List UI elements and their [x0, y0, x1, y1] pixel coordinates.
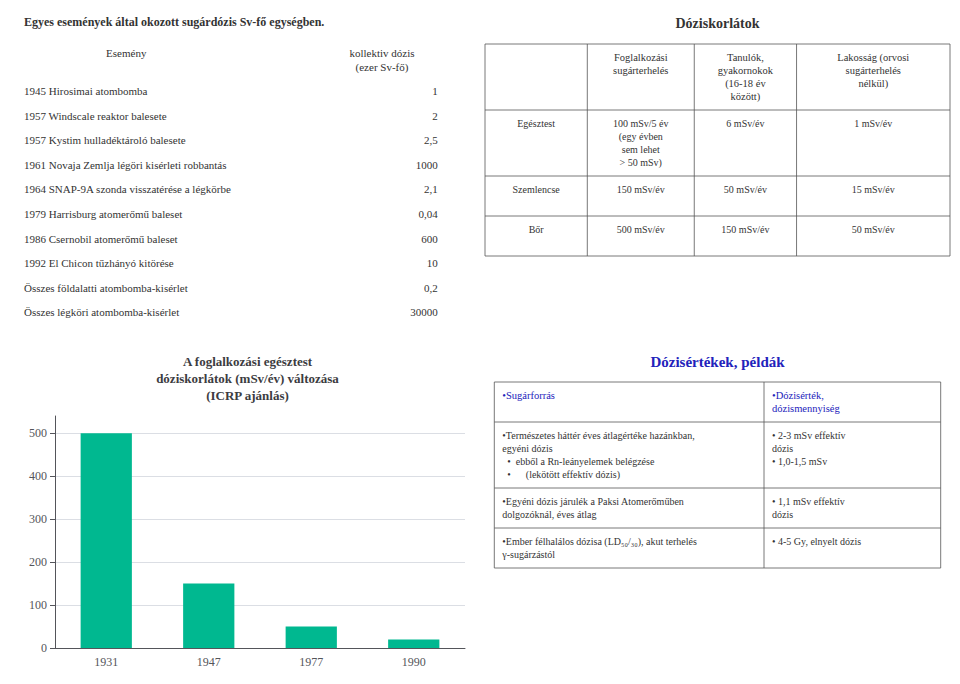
- svg-text:100: 100: [29, 598, 47, 612]
- svg-text:0,2: 0,2: [424, 282, 438, 294]
- svg-text:• (lekötött effektív dózi: • (lekötött effektív dózis): [502, 469, 620, 481]
- svg-text:1986 Csernobil atomerőmű bales: 1986 Csernobil atomerőmű baleset: [24, 233, 178, 245]
- svg-text:Dóziskorlátok: Dóziskorlátok: [676, 16, 760, 31]
- svg-text:kollektiv dózis: kollektiv dózis: [349, 47, 414, 59]
- svg-text:500 mSv/év: 500 mSv/év: [617, 224, 665, 235]
- svg-text:sugárterhelés: sugárterhelés: [846, 65, 901, 76]
- svg-text:γ-sugárzástól: γ-sugárzástól: [501, 549, 555, 560]
- svg-text:A foglalkozási egésztest: A foglalkozási egésztest: [183, 354, 313, 369]
- svg-text:sem lehet: sem lehet: [622, 144, 660, 155]
- svg-text:10: 10: [427, 257, 439, 269]
- svg-text:1979 Harrisburg atomerőmű bale: 1979 Harrisburg atomerőmű baleset: [24, 208, 182, 220]
- svg-text:Egésztest: Egésztest: [517, 118, 555, 129]
- svg-text:150 mSv/év: 150 mSv/év: [617, 184, 665, 195]
- svg-text:Lakosság (orvosi: Lakosság (orvosi: [837, 52, 909, 64]
- svg-text:Bőr: Bőr: [529, 224, 545, 235]
- svg-text:1957 Windscale reaktor baleset: 1957 Windscale reaktor balesete: [24, 110, 167, 122]
- svg-text:dolgozóknál, éves átlag: dolgozóknál, éves átlag: [502, 509, 596, 520]
- svg-text:• 1,0-1,5 mSv: • 1,0-1,5 mSv: [772, 456, 827, 467]
- svg-text:dózismennyiség: dózismennyiség: [772, 403, 840, 414]
- svg-text:1000: 1000: [416, 159, 439, 171]
- svg-text:dózis: dózis: [772, 443, 793, 454]
- svg-text:Foglalkozási: Foglalkozási: [614, 52, 668, 63]
- svg-text:(16-18 év: (16-18 év: [725, 78, 766, 90]
- svg-text:> 50 mSv): > 50 mSv): [620, 157, 662, 169]
- svg-text:1977: 1977: [299, 655, 323, 669]
- svg-text:nélkül): nélkül): [858, 78, 888, 90]
- svg-text:(ezer Sv-fő): (ezer Sv-fő): [356, 61, 409, 74]
- svg-text:1: 1: [432, 85, 438, 97]
- svg-text:1992 El Chicon tűzhányó kitöré: 1992 El Chicon tűzhányó kitörése: [24, 257, 174, 269]
- svg-text:1945 Hirosimai atombomba: 1945 Hirosimai atombomba: [24, 85, 148, 97]
- svg-text:Egyes események által okozott: Egyes események által okozott sugárdózis…: [24, 15, 324, 29]
- svg-text:Összes légköri atombomba-kisér: Összes légköri atombomba-kisérlet: [24, 306, 179, 318]
- svg-text:1990: 1990: [402, 655, 426, 669]
- svg-text:gyakornokok: gyakornokok: [718, 65, 774, 76]
- svg-text:•Dózisérték,: •Dózisérték,: [772, 390, 824, 401]
- svg-text:(egy évben: (egy évben: [619, 131, 663, 143]
- svg-text:sugárterhelés: sugárterhelés: [613, 65, 668, 76]
- svg-text:Összes földalatti atombomba-ki: Összes földalatti atombomba-kisérlet: [24, 282, 188, 294]
- svg-text:•Egyéni dózis járulék a Paksi: •Egyéni dózis járulék a Paksi Atomerőműb…: [502, 496, 684, 507]
- svg-text:0: 0: [41, 641, 47, 655]
- svg-text:2,1: 2,1: [424, 183, 438, 195]
- svg-text:2: 2: [432, 110, 438, 122]
- svg-text:0,04: 0,04: [419, 208, 439, 220]
- svg-text:• 4-5 Gy, elnyelt dózis: • 4-5 Gy, elnyelt dózis: [772, 536, 861, 547]
- svg-text:•Sugárforrás: •Sugárforrás: [502, 390, 555, 401]
- svg-text:Tanulók,: Tanulók,: [727, 52, 764, 63]
- svg-text:400: 400: [29, 469, 47, 483]
- svg-text:1957 Kystim hulladéktároló bal: 1957 Kystim hulladéktároló balesete: [24, 134, 186, 146]
- svg-text:Szemlencse: Szemlencse: [513, 184, 561, 195]
- svg-text:1 mSv/év: 1 mSv/év: [854, 118, 892, 129]
- svg-text:között): között): [731, 91, 761, 103]
- svg-text:50 mSv/év: 50 mSv/év: [852, 224, 895, 235]
- svg-text:1964 SNAP-9A szonda visszatéré: 1964 SNAP-9A szonda visszatérése a légkö…: [24, 183, 231, 195]
- svg-text:•Természetes háttér éves átlag: •Természetes háttér éves átlagértéke haz…: [502, 430, 694, 441]
- svg-text:• 1,1 mSv effektív: • 1,1 mSv effektív: [772, 496, 845, 507]
- svg-text:200: 200: [29, 555, 47, 569]
- svg-text:300: 300: [29, 512, 47, 526]
- svg-text:1947: 1947: [197, 655, 221, 669]
- svg-text:1931: 1931: [94, 655, 118, 669]
- svg-text:• ebből a Rn-leányelemek belé: • ebből a Rn-leányelemek belégzése: [502, 456, 655, 467]
- svg-text:1961 Novaja Zemlja légöri kisé: 1961 Novaja Zemlja légöri kisérleti robb…: [24, 159, 227, 171]
- svg-text:50 mSv/év: 50 mSv/év: [724, 184, 767, 195]
- svg-text:dóziskorlátok (mSv/év) változá: dóziskorlátok (mSv/év) változása: [156, 371, 339, 386]
- svg-text:500: 500: [29, 426, 47, 440]
- svg-text:Dózisértékek, példák: Dózisértékek, példák: [650, 354, 785, 370]
- svg-text:30000: 30000: [410, 306, 438, 318]
- svg-text:2,5: 2,5: [424, 134, 438, 146]
- svg-text:•Ember félhalálos dózisa (LD₅₀: •Ember félhalálos dózisa (LD₅₀/₃₀), akut…: [502, 536, 697, 548]
- svg-text:dózis: dózis: [772, 509, 793, 520]
- svg-text:100 mSv/5 év: 100 mSv/5 év: [613, 118, 669, 129]
- svg-text:150 mSv/év: 150 mSv/év: [721, 224, 769, 235]
- svg-text:• 2-3 mSv effektív: • 2-3 mSv effektív: [772, 430, 846, 441]
- svg-text:600: 600: [421, 233, 438, 245]
- svg-text:6 mSv/év: 6 mSv/év: [726, 118, 764, 129]
- svg-text:Esemény: Esemény: [106, 47, 147, 59]
- svg-text:egyéni dózis: egyéni dózis: [502, 443, 552, 454]
- svg-text:(ICRP ajánlás): (ICRP ajánlás): [206, 388, 289, 403]
- svg-text:15 mSv/év: 15 mSv/év: [852, 184, 895, 195]
